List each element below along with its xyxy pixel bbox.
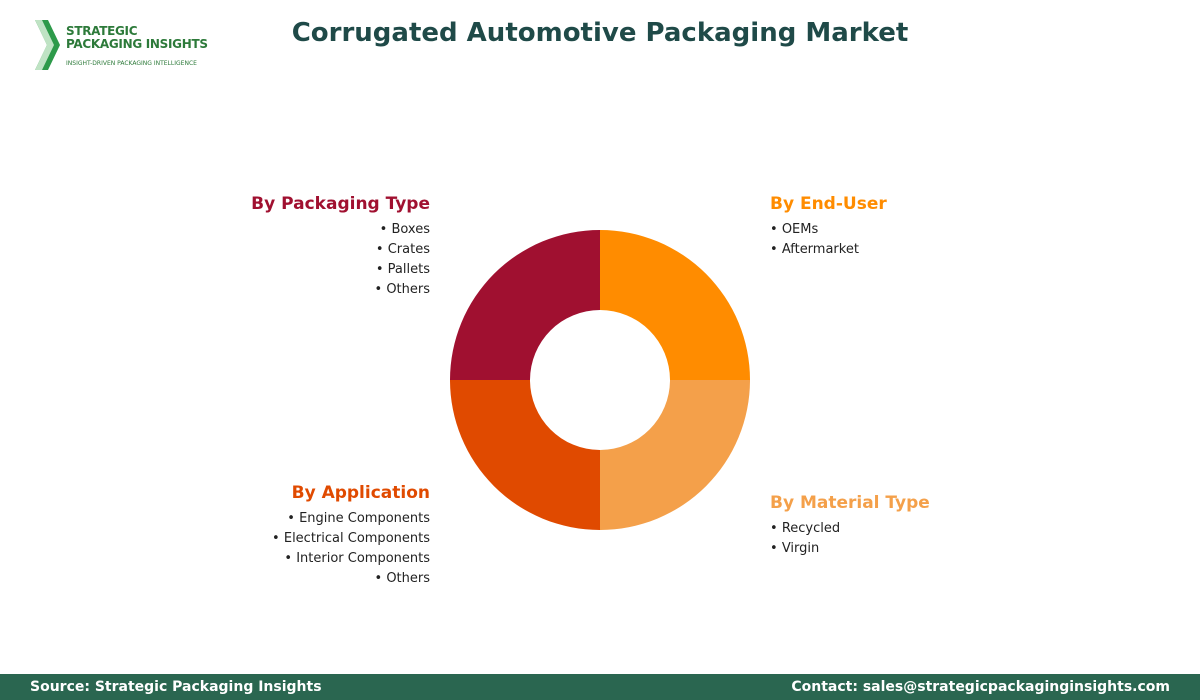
page-title: Corrugated Automotive Packaging Market <box>291 18 909 48</box>
donut-segment <box>600 230 750 380</box>
segment-title: By Material Type <box>770 493 930 513</box>
footer: Source: Strategic Packaging Insights Con… <box>0 674 1200 700</box>
segment-item: Virgin <box>770 539 819 559</box>
segment-item: Others <box>375 569 430 589</box>
segment-item: OEMs <box>770 220 818 240</box>
segment-item: Others <box>375 280 430 300</box>
logo-text: PACKAGING INSIGHTS <box>66 37 208 51</box>
segment-title: By Packaging Type <box>251 194 430 214</box>
segment-title: By Application <box>291 483 430 503</box>
donut-segment <box>450 380 600 530</box>
donut-segment <box>450 230 600 380</box>
segment-item: Pallets <box>376 260 430 280</box>
logo-tagline: INSIGHT-DRIVEN PACKAGING INTELLIGENCE <box>66 60 197 67</box>
segment-item: Interior Components <box>284 549 430 569</box>
segment-item: Electrical Components <box>272 529 430 549</box>
segment-title: By End-User <box>770 194 887 214</box>
segment-item: Boxes <box>380 220 430 240</box>
logo-text: STRATEGIC <box>66 24 138 38</box>
contact: Contact: sales@strategicpackaginginsight… <box>791 679 1170 695</box>
source: Source: Strategic Packaging Insights <box>30 679 322 695</box>
segment-item: Recycled <box>770 519 840 539</box>
segment-item: Crates <box>376 240 430 260</box>
logo-mark-light <box>35 20 54 70</box>
segment-item: Aftermarket <box>770 240 859 260</box>
segment-item: Engine Components <box>287 509 430 529</box>
donut-segment <box>600 380 750 530</box>
